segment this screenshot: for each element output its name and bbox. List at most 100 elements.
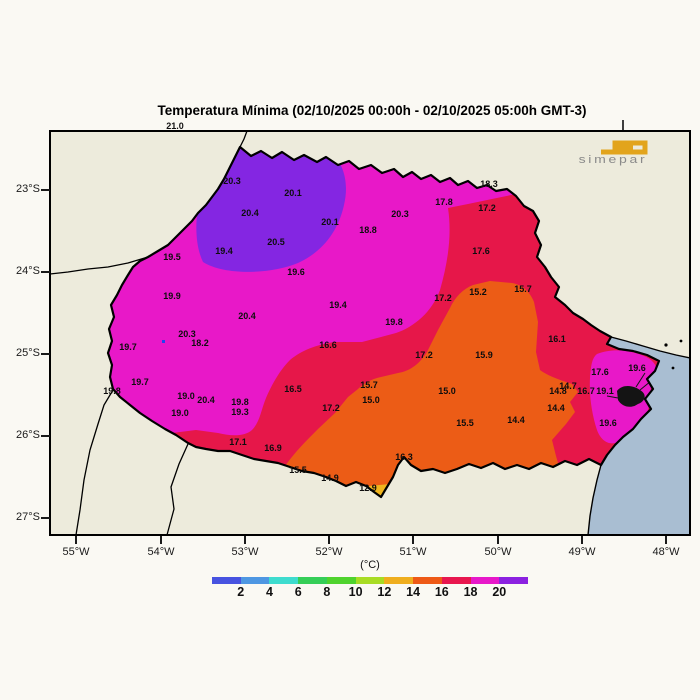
neighbor-boundary-lines bbox=[49, 130, 248, 536]
lon-tick-label: 53°W bbox=[231, 546, 259, 558]
station-temperature-label: 19.0 bbox=[171, 408, 189, 418]
station-temperature-label: 20.4 bbox=[241, 208, 259, 218]
station-temperature-label: 19.4 bbox=[215, 246, 233, 256]
station-temperature-label: 14.4 bbox=[547, 403, 565, 413]
station-temperature-label: 19.5 bbox=[163, 252, 181, 262]
lon-tick-label: 49°W bbox=[568, 546, 596, 558]
simepar-logo-mark-icon bbox=[601, 140, 648, 155]
lon-tick-label: 52°W bbox=[315, 546, 343, 558]
station-temperature-label: 19.9 bbox=[163, 291, 181, 301]
colorbar-segment bbox=[269, 577, 299, 584]
colorbar-tick-label: 20 bbox=[492, 585, 507, 599]
colorbar-segment bbox=[384, 577, 414, 584]
colorbar-segment bbox=[326, 577, 356, 584]
lat-tick-label: 26°S bbox=[16, 429, 40, 441]
station-temperature-label: 14.9 bbox=[321, 473, 339, 483]
station-temperature-label: 17.2 bbox=[322, 403, 340, 413]
lon-tick bbox=[665, 536, 667, 544]
lon-tick bbox=[412, 536, 414, 544]
lon-tick-label: 55°W bbox=[62, 546, 90, 558]
colorbar-tick-label: 8 bbox=[323, 585, 331, 599]
station-temperature-label: 17.1 bbox=[229, 437, 247, 447]
colorbar-segment bbox=[298, 577, 327, 584]
station-temperature-label: 15.7 bbox=[360, 380, 378, 390]
lon-tick-label: 48°W bbox=[652, 546, 680, 558]
colorbar-tick-label: 6 bbox=[294, 585, 302, 599]
colorbar-unit-label: (°C) bbox=[360, 559, 380, 571]
station-temperature-label: 16.9 bbox=[264, 443, 282, 453]
station-temperature-label: 15.2 bbox=[469, 287, 487, 297]
station-temperature-label: 19.7 bbox=[119, 342, 137, 352]
lon-tick bbox=[328, 536, 330, 544]
map-frame-border bbox=[49, 130, 691, 536]
station-temperature-label: 20.3 bbox=[391, 209, 409, 219]
station-temperature-label: 15.0 bbox=[438, 386, 456, 396]
station-temperature-label: 19.8 bbox=[385, 317, 403, 327]
station-temperature-label: 14.7 bbox=[559, 381, 577, 391]
island-dot bbox=[664, 343, 668, 347]
lon-tick-label: 51°W bbox=[399, 546, 427, 558]
station-temperature-label: 18.8 bbox=[359, 225, 377, 235]
station-temperature-label: 15.7 bbox=[514, 284, 532, 294]
station-temperature-label: 20.1 bbox=[284, 188, 302, 198]
station-temperature-label: 17.6 bbox=[591, 367, 609, 377]
lat-tick-label: 23°S bbox=[16, 183, 40, 195]
parana-state-outline bbox=[106, 145, 661, 499]
colorbar-tick-label: 10 bbox=[348, 585, 363, 599]
colorbar-tick-label: 18 bbox=[463, 585, 478, 599]
station-temperature-label: 20.5 bbox=[267, 237, 285, 247]
colorbar-segment bbox=[212, 577, 241, 584]
station-temperature-label: 16.3 bbox=[395, 452, 413, 462]
station-temperature-label: 14.8 bbox=[549, 386, 567, 396]
lon-tick bbox=[581, 536, 583, 544]
lon-tick bbox=[75, 536, 77, 544]
lon-tick bbox=[497, 536, 499, 544]
colorbar-tick-label: 14 bbox=[406, 585, 421, 599]
station-temperature-label: 19.6 bbox=[599, 418, 617, 428]
colorbar-segment bbox=[355, 577, 385, 584]
station-temperature-label: 17.2 bbox=[415, 350, 433, 360]
station-temperature-label: 19.1 bbox=[596, 386, 614, 396]
station-temperature-label: 19.0 bbox=[177, 391, 195, 401]
lon-tick bbox=[244, 536, 246, 544]
reservoir-dot bbox=[162, 340, 165, 343]
station-temperature-label: 17.2 bbox=[434, 293, 452, 303]
station-temperature-label: 16.5 bbox=[284, 384, 302, 394]
lat-tick-label: 25°S bbox=[16, 347, 40, 359]
lat-tick bbox=[41, 189, 50, 191]
figure-title: Temperatura Mínima (02/10/2025 00:00h - … bbox=[157, 103, 587, 118]
station-temperature-label: 15.5 bbox=[456, 418, 474, 428]
station-temperature-label: 16.1 bbox=[548, 334, 566, 344]
region-above-20-purple bbox=[196, 147, 346, 272]
island-dot bbox=[671, 366, 675, 370]
simepar-logo-text: simepar bbox=[578, 153, 648, 166]
colorbar-segment bbox=[413, 577, 442, 584]
station-temperature-label: 19.4 bbox=[329, 300, 347, 310]
region-14-16-orange bbox=[285, 281, 578, 495]
station-temperature-label: 15.9 bbox=[475, 350, 493, 360]
station-temperature-label: 15.5 bbox=[289, 465, 307, 475]
clipped-contour-label: 21.0 bbox=[166, 121, 184, 131]
station-temperature-label: 17.6 bbox=[472, 246, 490, 256]
station-temperature-label: 19.3 bbox=[231, 407, 249, 417]
station-temperature-label: 20.4 bbox=[238, 311, 256, 321]
station-temperature-label: 19.6 bbox=[287, 267, 305, 277]
station-temperature-label: 12.9 bbox=[359, 483, 377, 493]
lat-tick bbox=[41, 435, 50, 437]
station-temperature-label: 17.2 bbox=[478, 203, 496, 213]
station-temperature-label: 17.8 bbox=[435, 197, 453, 207]
lat-tick bbox=[41, 271, 50, 273]
lon-tick bbox=[160, 536, 162, 544]
colorbar bbox=[212, 577, 529, 584]
colorbar-segment bbox=[499, 577, 529, 584]
simepar-logo: simepar bbox=[552, 138, 688, 172]
station-temperature-label: 20.3 bbox=[178, 329, 196, 339]
lat-tick-label: 24°S bbox=[16, 265, 40, 277]
colorbar-tick-label: 2 bbox=[237, 585, 245, 599]
lon-tick-label: 50°W bbox=[484, 546, 512, 558]
station-temperature-label: 20.1 bbox=[321, 217, 339, 227]
station-temperature-label: 14.4 bbox=[507, 415, 525, 425]
colorbar-segment bbox=[441, 577, 471, 584]
